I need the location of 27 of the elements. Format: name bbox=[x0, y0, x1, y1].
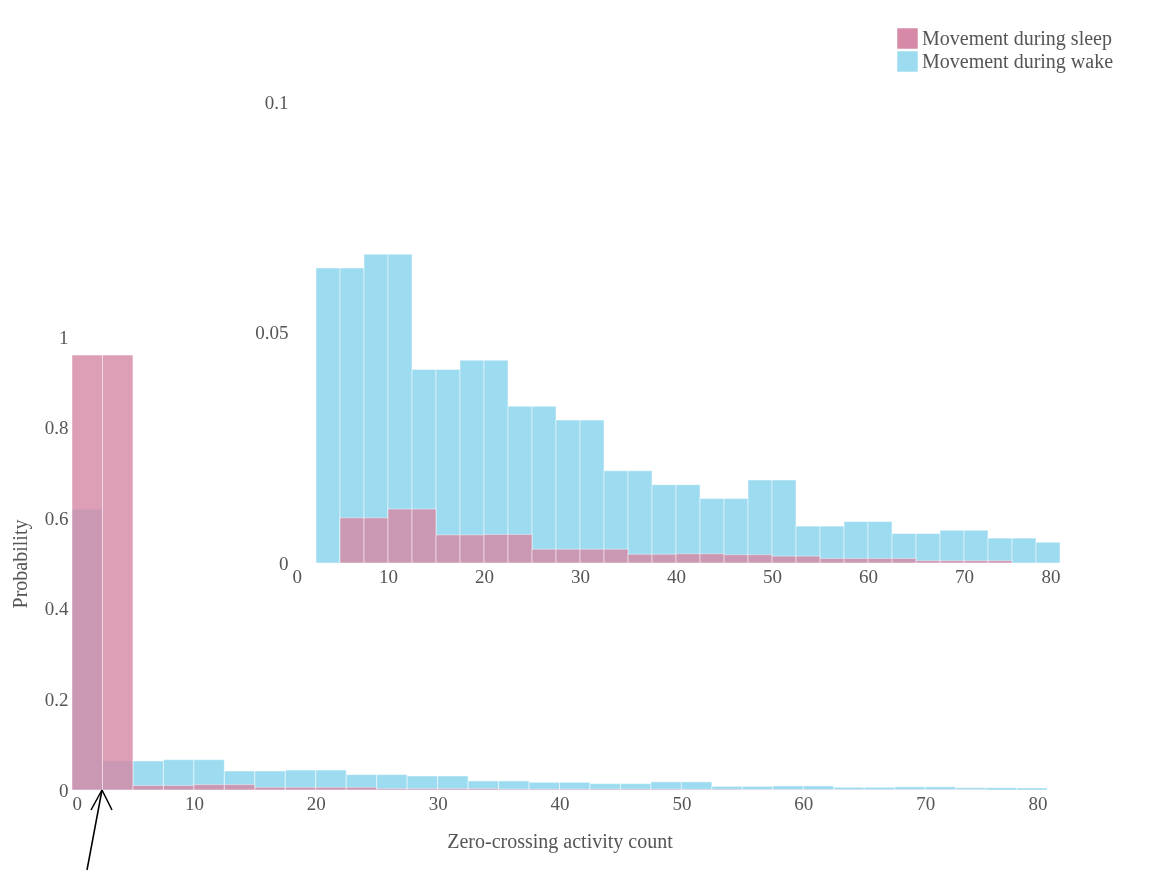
x-tick-label: 80 bbox=[1041, 565, 1061, 587]
legend-label: Movement during wake bbox=[922, 49, 1114, 73]
x-tick-label: 50 bbox=[672, 792, 692, 814]
x-tick-label: 50 bbox=[763, 565, 782, 587]
y-axis-title: Probability bbox=[8, 519, 32, 609]
x-tick-label: 60 bbox=[794, 792, 814, 814]
x-tick-label: 70 bbox=[955, 565, 974, 587]
x-tick-label: 10 bbox=[379, 565, 398, 587]
x-axis-title: Zero-crossing activity count bbox=[447, 829, 674, 853]
x-tick-label: 30 bbox=[571, 565, 590, 587]
x-tick-label: 30 bbox=[428, 792, 448, 814]
x-tick-label: 40 bbox=[550, 792, 570, 814]
x-tick-label: 70 bbox=[916, 792, 936, 814]
y-tick-label: 1 bbox=[59, 326, 69, 348]
x-tick-label: 10 bbox=[184, 792, 204, 814]
y-tick-label: 0.8 bbox=[44, 417, 69, 439]
legend-label: Movement during sleep bbox=[922, 26, 1112, 50]
x-tick-label: 80 bbox=[1028, 792, 1048, 814]
y-tick-label: 0.2 bbox=[44, 688, 69, 710]
y-tick-label: 0.6 bbox=[44, 507, 69, 529]
x-tick-label: 20 bbox=[475, 565, 494, 587]
x-tick-label: 40 bbox=[667, 565, 686, 587]
x-tick-label: 60 bbox=[859, 565, 878, 587]
y-tick-label: 0.4 bbox=[44, 598, 69, 620]
x-tick-label: 20 bbox=[306, 792, 326, 814]
y-tick-label: 0.05 bbox=[255, 322, 289, 343]
y-tick-label: 0.1 bbox=[264, 91, 289, 113]
